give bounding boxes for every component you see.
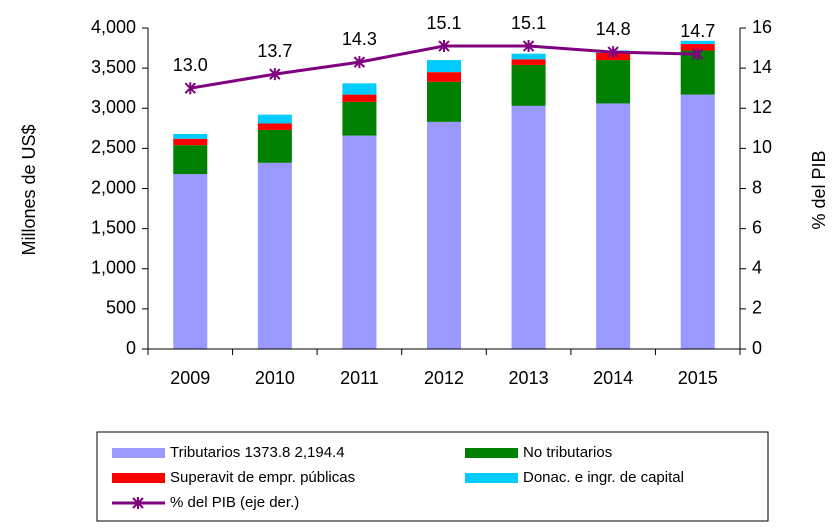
y-tick-label: 2,500 — [91, 137, 136, 157]
bar-segment — [427, 60, 461, 73]
y-tick-label: 1,000 — [91, 258, 136, 278]
x-tick-label: 2010 — [255, 368, 295, 388]
y2-tick-label: 16 — [752, 17, 772, 37]
line-marker — [522, 40, 535, 53]
bar-segment — [342, 101, 377, 136]
line-marker — [184, 82, 196, 95]
bar-segment — [596, 60, 631, 104]
y-tick-label: 500 — [106, 298, 136, 318]
legend-marker — [132, 497, 144, 509]
bar-segment — [427, 72, 461, 82]
data-label: 15.1 — [511, 13, 546, 33]
bar-segment — [173, 138, 208, 146]
line-marker — [607, 46, 619, 59]
line-marker — [269, 68, 281, 81]
bar-segment — [680, 40, 715, 45]
data-label: 14.8 — [596, 19, 631, 39]
bar-segment — [427, 121, 461, 349]
bar-segment — [257, 123, 292, 130]
x-tick-label: 2011 — [340, 368, 379, 388]
line-marker — [353, 56, 366, 69]
bar-segment — [257, 162, 292, 349]
legend: Tributarios 1373.8 2,194.4 No tributarios… — [112, 444, 684, 511]
line-marker — [692, 48, 704, 61]
y2-tick-label: 0 — [752, 338, 762, 358]
y2-axis-title: % del PIB — [809, 150, 829, 229]
bar-segment — [342, 135, 377, 349]
x-tick-label: 2015 — [678, 368, 718, 388]
y-tick-label: 3,000 — [91, 97, 136, 117]
bar-segment — [596, 103, 631, 349]
legend-label: Superavit de empr. públicas — [170, 469, 355, 486]
y-axis-title: Millones de US$ — [19, 124, 39, 255]
line-marker — [438, 40, 450, 53]
bar-segment — [257, 114, 292, 124]
y2-tick-label: 6 — [752, 217, 762, 237]
bar-segment — [680, 44, 715, 51]
data-label: 13.7 — [257, 41, 292, 61]
legend-swatch — [112, 448, 165, 458]
legend-swatch — [112, 473, 165, 483]
legend-label: Tributarios 1373.8 2,194.4 — [170, 444, 345, 461]
bar-segment — [173, 145, 208, 175]
y-tick-label: 1,500 — [91, 217, 136, 237]
y2-tick-label: 2 — [752, 298, 762, 318]
y2-tick-label: 10 — [752, 137, 772, 157]
data-label: 13.0 — [173, 55, 208, 75]
y2-tick-label: 8 — [752, 177, 762, 197]
legend-swatch — [465, 473, 518, 483]
legend-box — [96, 431, 769, 522]
y2-tick-label: 14 — [752, 57, 772, 77]
bar-segment — [680, 94, 715, 349]
bar-segment — [511, 53, 546, 60]
y2-tick-label: 4 — [752, 258, 762, 278]
y-tick-label: 0 — [126, 338, 136, 358]
bar-segment — [173, 174, 208, 349]
y-tick-label: 3,500 — [91, 57, 136, 77]
bar-segment — [173, 133, 208, 139]
bar-segment — [427, 81, 461, 122]
x-tick-label: 2009 — [170, 368, 210, 388]
x-tick-label: 2012 — [424, 368, 464, 388]
legend-label: Donac. e ingr. de capital — [523, 469, 684, 486]
bar-segment — [342, 94, 377, 102]
bar-segment — [511, 64, 546, 106]
y2-tick-label: 12 — [752, 97, 772, 117]
bar-segment — [257, 129, 292, 163]
y-tick-label: 2,000 — [91, 177, 136, 197]
x-tick-label: 2014 — [593, 368, 633, 388]
bar-segment — [511, 105, 546, 349]
data-label: 14.3 — [342, 29, 377, 49]
data-label: 15.1 — [426, 13, 461, 33]
bar-segment — [511, 59, 546, 65]
data-label: 14.7 — [680, 21, 715, 41]
legend-label: No tributarios — [523, 444, 612, 461]
legend-swatch — [465, 448, 518, 458]
bar-segment — [342, 83, 377, 95]
x-tick-label: 2013 — [509, 368, 549, 388]
legend-label: % del PIB (eje der.) — [170, 494, 299, 511]
y-tick-label: 4,000 — [91, 17, 136, 37]
